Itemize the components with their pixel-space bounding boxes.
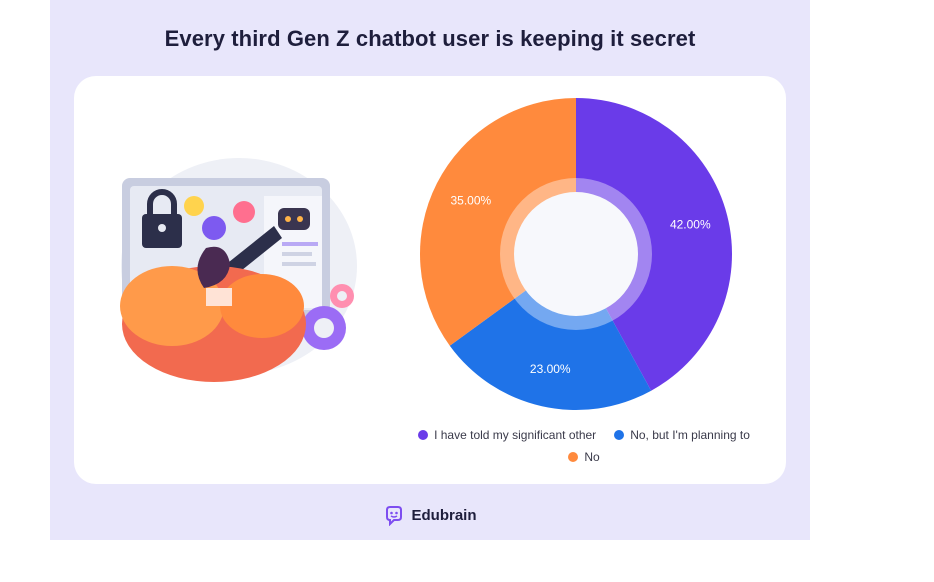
legend-item-told[interactable]: I have told my significant other [418,428,596,442]
edubrain-logo-icon [386,506,403,526]
pie-slice-no[interactable] [420,98,576,346]
chart-card: 42.00% 23.00% 35.00% I have told my signif… [74,76,786,484]
pie-label-slice-planning: 23.00% [530,362,571,376]
chart-panel: Every third Gen Z chatbot user is keepin… [50,0,810,540]
brand-footer: Edubrain [50,504,810,526]
pie-slice-planning[interactable] [449,254,652,410]
legend-label-no: No [584,450,600,464]
donut-chart: 42.00% 23.00% 35.00% [420,98,732,410]
donut-hole [514,192,638,316]
pie-label-slice-told: 42.00% [670,218,711,232]
brand-name: Edubrain [411,506,477,524]
legend-label-told: I have told my significant other [434,428,597,442]
pie-slice-told[interactable] [576,98,732,391]
chart-title: Every third Gen Z chatbot user is keepin… [164,26,696,51]
pie-label-slice-no: 35.00% [451,193,492,207]
legend-label-planning: No, but I'm planning to [630,428,750,442]
legend-swatch-told [418,430,429,440]
legend-swatch-no [568,452,579,462]
chart-legend: I have told my significant other No, but… [374,428,794,472]
legend-swatch-planning [614,430,625,440]
secret-chatbot-illustration [120,158,357,382]
legend-item-planning[interactable]: No, but I'm planning to [614,428,750,442]
legend-item-no[interactable]: No [568,450,600,464]
